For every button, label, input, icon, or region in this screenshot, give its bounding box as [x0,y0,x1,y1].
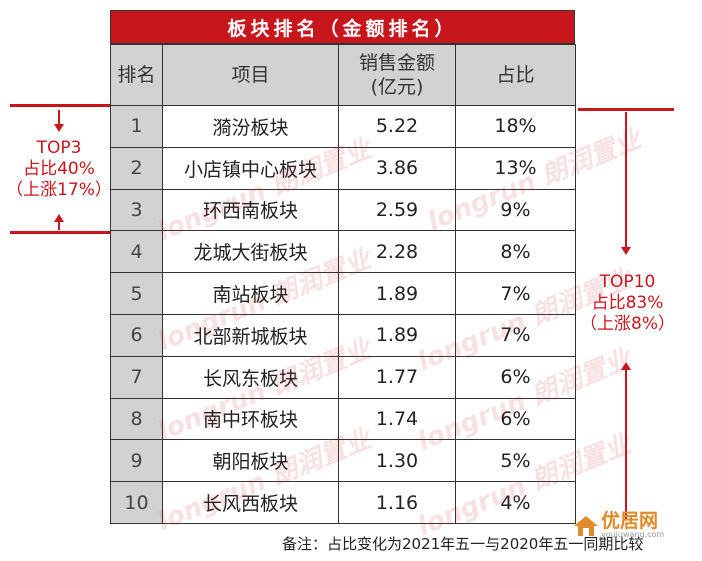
name-cell: 龙城大街板块 [162,230,339,274]
top3-note: TOP3 占比40% （上涨17%） [6,138,112,201]
share-cell: 6% [455,355,576,399]
share-cell: 18% [455,105,576,148]
arrow-up-icon [54,214,64,222]
share-cell: 4% [455,481,576,524]
table-row: 8 南中环板块 1.74 6% [110,397,576,441]
share-cell: 7% [455,313,576,357]
table-row: 7 长风东板块 1.77 6% [110,355,576,399]
table-row: 6 北部新城板块 1.89 7% [110,313,576,357]
name-cell: 长风东板块 [162,355,339,399]
header-share: 占比 [455,44,576,106]
share-cell: 6% [455,397,576,441]
rank-cell: 9 [110,439,163,483]
header-name: 项目 [162,44,339,106]
amount-cell: 2.28 [338,230,456,274]
table-row: 1 漪汾板块 5.22 18% [110,105,576,148]
top3-note-line2: 占比40% [23,159,95,179]
top3-top-line [10,104,110,107]
rank-cell: 2 [110,146,163,190]
top10-arrow-shaft-bottom [625,370,627,520]
table-row: 10 长风西板块 1.16 4% [110,481,576,524]
rank-cell: 1 [110,105,163,148]
amount-cell: 3.86 [338,146,456,190]
footnote: 备注：占比变化为2021年五一与2020年五一同期比较 [282,535,644,553]
top10-note-line2: 占比83% [591,293,664,313]
table-header-row: 排名 项目 销售金额 (亿元) 占比 [110,44,576,106]
share-cell: 5% [455,439,576,483]
top3-note-line1: TOP3 [36,138,82,158]
header-amount: 销售金额 (亿元) [338,44,456,106]
rank-cell: 6 [110,313,163,357]
name-cell: 朝阳板块 [162,439,339,483]
name-cell: 漪汾板块 [162,105,339,148]
name-cell: 南站板块 [162,272,339,315]
amount-cell: 1.89 [338,313,456,357]
arrow-down-icon [54,124,64,132]
name-cell: 长风西板块 [162,481,339,524]
top10-note-line3: （上涨8%） [580,314,675,334]
site-logo: 优居网 youjuwang.com [573,512,664,539]
rank-cell: 8 [110,397,163,441]
amount-cell: 1.74 [338,397,456,441]
rank-cell: 10 [110,481,163,524]
table-row: 9 朝阳板块 1.30 5% [110,439,576,483]
amount-cell: 1.30 [338,439,456,483]
table-body: 1 漪汾板块 5.22 18% 2 小店镇中心板块 3.86 13% 3 环西南板块 2.59 9% 4… [110,105,576,524]
table-row: 4 龙城大街板块 2.28 8% [110,230,576,274]
amount-cell: 5.22 [338,105,456,148]
rank-cell: 7 [110,355,163,399]
top3-arrow-shaft-bottom [58,222,60,230]
rank-cell: 3 [110,188,163,232]
logo-text: 优居网 [601,510,659,532]
arrow-down-icon [621,247,631,255]
table-row: 3 环西南板块 2.59 9% [110,188,576,232]
top10-note-line1: TOP10 [599,272,656,292]
rank-cell: 5 [110,272,163,315]
arrow-up-icon [621,362,631,370]
top10-note: TOP10 占比83% （上涨8%） [580,272,675,335]
house-icon [574,515,598,536]
name-cell: 南中环板块 [162,397,339,441]
amount-cell: 1.77 [338,355,456,399]
top3-bottom-line [10,231,110,234]
share-cell: 8% [455,230,576,274]
ranking-table: 排名 项目 销售金额 (亿元) 占比 1 漪汾板块 5.22 18% 2 小店镇中心板块 3… [110,44,576,524]
share-cell: 9% [455,188,576,232]
table-row: 5 南站板块 1.89 7% [110,272,576,315]
share-cell: 13% [455,146,576,190]
amount-cell: 2.59 [338,188,456,232]
amount-cell: 1.16 [338,481,456,524]
ranking-table-container: 板块排名（金额排名） 排名 项目 销售金额 (亿元) 占比 1 漪汾板块 5.22 1… [110,10,576,524]
header-amount-line1: 销售金额 [358,52,435,74]
header-rank: 排名 [110,44,163,106]
table-row: 2 小店镇中心板块 3.86 13% [110,146,576,190]
header-amount-line2: (亿元) [370,76,424,98]
top10-top-line [578,108,674,111]
name-cell: 环西南板块 [162,188,339,232]
name-cell: 北部新城板块 [162,313,339,357]
top3-note-line3: （上涨17%） [6,180,112,200]
table-title: 板块排名（金额排名） [110,10,575,44]
logo-subtext: youjuwang.com [601,530,665,539]
rank-cell: 4 [110,230,163,274]
share-cell: 7% [455,272,576,315]
top3-arrow-shaft-top [58,110,60,124]
amount-cell: 1.89 [338,272,456,315]
name-cell: 小店镇中心板块 [162,146,339,190]
top10-arrow-shaft-top [625,112,627,248]
